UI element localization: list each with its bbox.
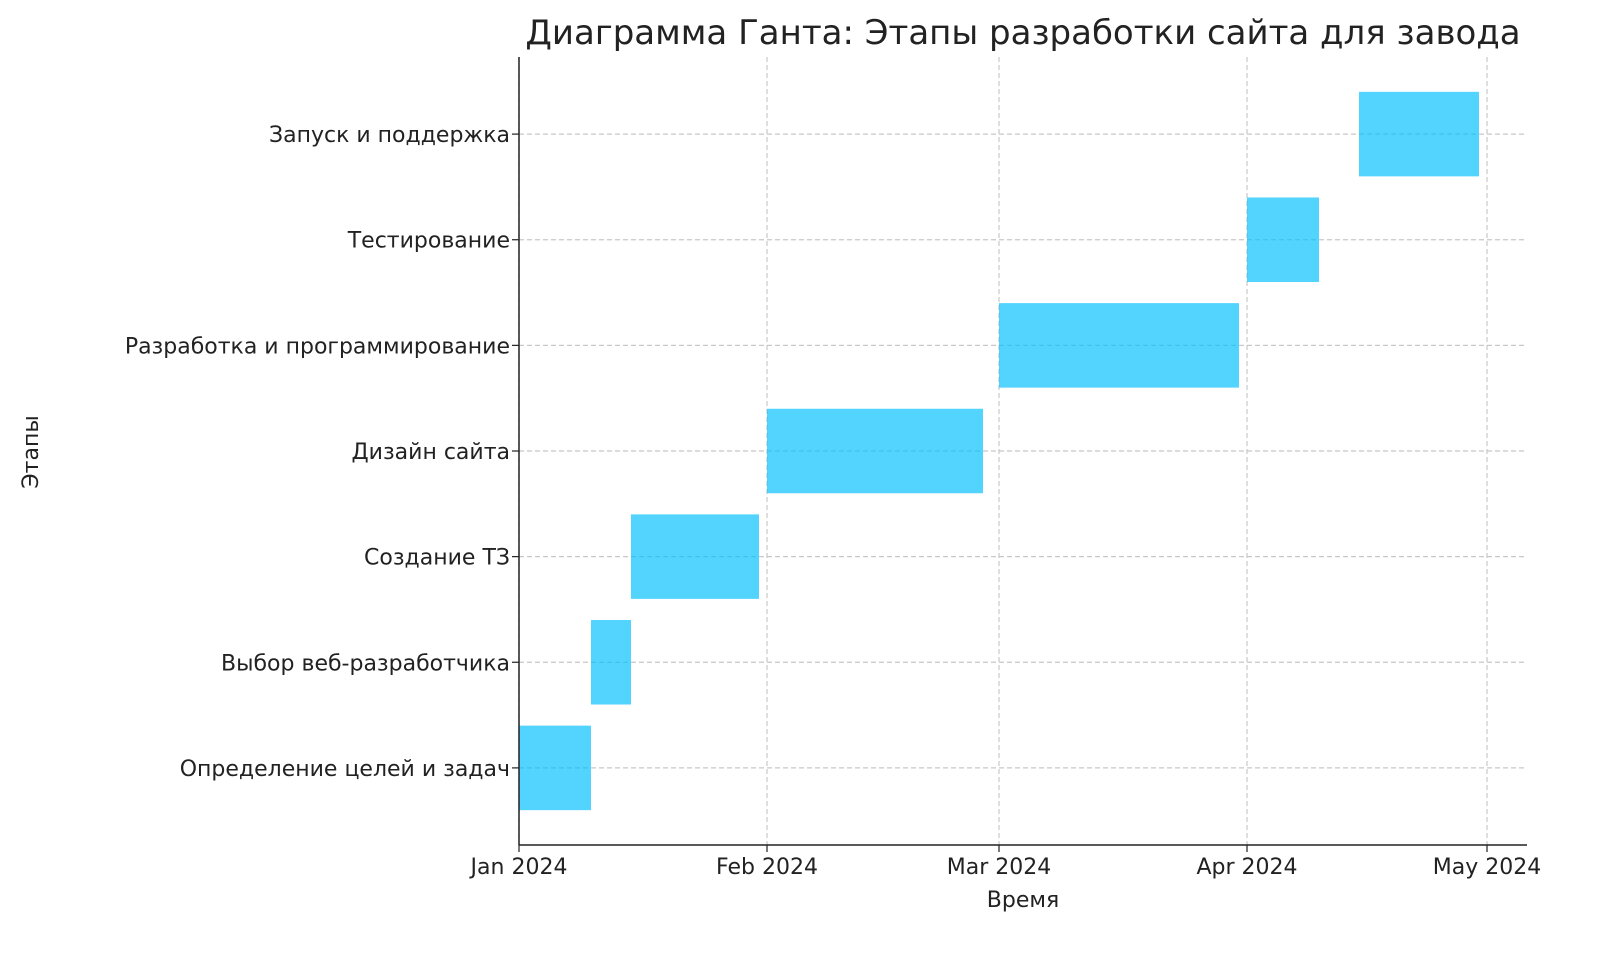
y-tick-label: Выбор веб-разработчика <box>221 651 510 676</box>
task-bar <box>1247 197 1319 282</box>
axes: Jan 2024 Feb 2024 Mar 2024 Apr 2024 May 2024… <box>125 57 1541 880</box>
x-axis-label: Время <box>987 888 1059 913</box>
chart-title: Диаграмма Ганта: Этапы разработки сайта … <box>525 13 1520 53</box>
x-tick-label: Apr 2024 <box>1196 855 1297 880</box>
grid <box>518 57 1527 845</box>
x-tick-label: May 2024 <box>1433 855 1541 880</box>
y-tick-label: Определение целей и задач <box>180 757 510 782</box>
task-bar <box>519 725 591 811</box>
x-tick-label: Jan 2024 <box>469 855 568 880</box>
x-tick-label: Mar 2024 <box>947 855 1052 880</box>
task-bar <box>767 408 983 494</box>
task-bar <box>591 620 631 705</box>
bars <box>519 91 1479 811</box>
y-tick-label: Дизайн сайта <box>351 440 510 465</box>
y-tick-label: Создание ТЗ <box>364 546 510 571</box>
y-tick-label: Тестирование <box>347 229 510 254</box>
y-tick-label: Разработка и программирование <box>125 334 510 359</box>
task-bar <box>631 514 759 599</box>
y-axis-label: Этапы <box>19 415 44 488</box>
x-tick-label: Feb 2024 <box>716 855 818 880</box>
y-tick-label: Запуск и поддержка <box>269 123 510 148</box>
task-bar <box>999 303 1239 388</box>
task-bar <box>1359 91 1479 177</box>
